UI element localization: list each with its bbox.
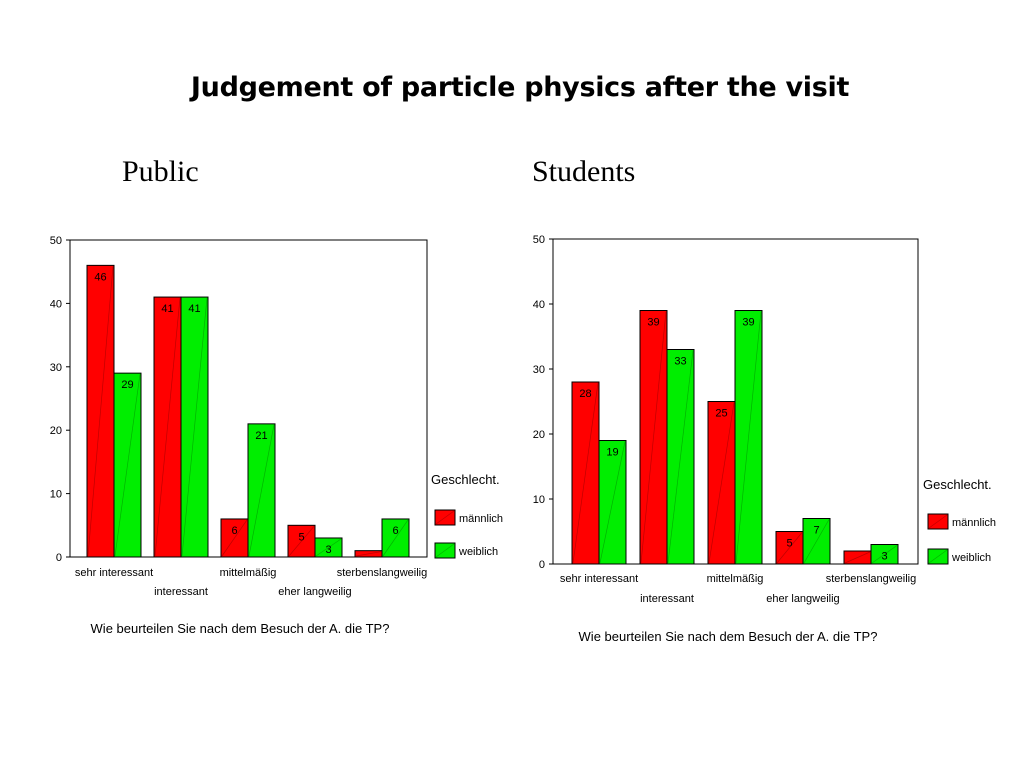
y-tick-label: 0 <box>539 559 545 571</box>
bar-shading-line <box>572 382 599 564</box>
data-label: 5 <box>786 538 792 550</box>
x-category-label: eher langweilig <box>278 586 351 598</box>
data-label: 39 <box>647 317 659 329</box>
bar-shading-line <box>221 519 248 557</box>
y-tick-label: 30 <box>533 364 545 376</box>
data-label: 3 <box>881 551 887 563</box>
page-title: Judgement of particle physics after the … <box>190 72 850 103</box>
x-category-label: interessant <box>640 593 694 605</box>
legend: Geschlecht. männlich weiblich <box>431 472 503 559</box>
legend-swatch-shading <box>435 543 455 558</box>
data-label: 5 <box>298 531 304 543</box>
bar-shading-line <box>667 350 694 564</box>
bar-shading-line <box>599 441 626 564</box>
bar-shading-line <box>248 424 275 557</box>
y-tick-label: 50 <box>50 235 62 247</box>
data-label: 25 <box>715 408 727 420</box>
data-label: 19 <box>606 447 618 459</box>
legend-label-weiblich: weiblich <box>951 552 991 564</box>
bar-shading-line <box>708 402 735 564</box>
x-category-label: sehr interessant <box>560 573 638 585</box>
x-category-label: sterbenslangweilig <box>826 573 917 585</box>
bar-shading-line <box>871 545 898 564</box>
legend-title: Geschlecht. <box>923 477 992 492</box>
legend-swatch-shading <box>435 510 455 525</box>
panel-title-students: Students <box>532 155 636 188</box>
bar-shading-line <box>355 551 382 557</box>
x-category-label: mittelmäßig <box>707 573 764 585</box>
data-label: 29 <box>121 379 133 391</box>
y-tick-label: 40 <box>533 299 545 311</box>
data-label: 21 <box>255 430 267 442</box>
x-category-label: sehr interessant <box>75 567 153 579</box>
bar-shading-line <box>382 519 409 557</box>
bar-shading-line <box>844 551 871 564</box>
x-category-label: mittelmäßig <box>220 567 277 579</box>
bar-shading-line <box>776 532 803 564</box>
bar-shading-line <box>114 374 141 557</box>
y-tick-label: 20 <box>533 429 545 441</box>
y-tick-label: 40 <box>50 298 62 310</box>
data-label: 33 <box>674 356 686 368</box>
bar-shading-line <box>735 311 762 564</box>
bar-shading-line <box>288 526 315 557</box>
x-category-label: interessant <box>154 586 208 598</box>
legend-swatch-shading <box>928 549 948 564</box>
y-tick-label: 20 <box>50 425 62 437</box>
legend-title: Geschlecht. <box>431 472 500 487</box>
panel-title-public: Public <box>122 155 199 188</box>
legend-swatch-shading <box>928 514 948 529</box>
y-tick-label: 50 <box>533 234 545 246</box>
legend-label-maennlich: männlich <box>459 513 503 525</box>
data-label: 41 <box>188 303 200 315</box>
x-axis-label: Wie beurteilen Sie nach dem Besuch der A… <box>91 621 390 636</box>
bar-shading-line <box>181 298 208 557</box>
legend-label-weiblich: weiblich <box>458 546 498 558</box>
y-tick-label: 10 <box>533 494 545 506</box>
data-label: 28 <box>579 388 591 400</box>
chart-students: 0 10 20 30 40 50 28 39 25 5 19 33 39 7 3 sehr interessa… <box>533 234 996 644</box>
legend: Geschlecht. männlich weiblich <box>923 477 996 565</box>
data-label: 6 <box>231 525 237 537</box>
data-label: 6 <box>392 525 398 537</box>
bar-shading-line <box>803 519 830 564</box>
x-axis-label: Wie beurteilen Sie nach dem Besuch der A… <box>579 629 878 644</box>
data-label: 41 <box>161 303 173 315</box>
bar-shading-line <box>315 538 342 557</box>
data-label: 46 <box>94 271 106 283</box>
data-label: 3 <box>325 544 331 556</box>
y-tick-label: 30 <box>50 362 62 374</box>
x-category-label: eher langweilig <box>766 593 839 605</box>
bar-shading-line <box>154 298 181 557</box>
y-tick-label: 0 <box>56 552 62 564</box>
x-category-label: sterbenslangweilig <box>337 567 428 579</box>
data-label: 7 <box>813 525 819 537</box>
bar-shading-line <box>87 266 114 557</box>
bar-shading-line <box>640 311 667 564</box>
legend-label-maennlich: männlich <box>952 517 996 529</box>
y-tick-label: 10 <box>50 489 62 501</box>
data-label: 39 <box>742 317 754 329</box>
bar-weiblich-0 <box>598 440 627 565</box>
chart-public: 0 10 20 30 40 50 46 41 6 5 29 41 21 3 6 sehr interessan… <box>50 235 503 636</box>
